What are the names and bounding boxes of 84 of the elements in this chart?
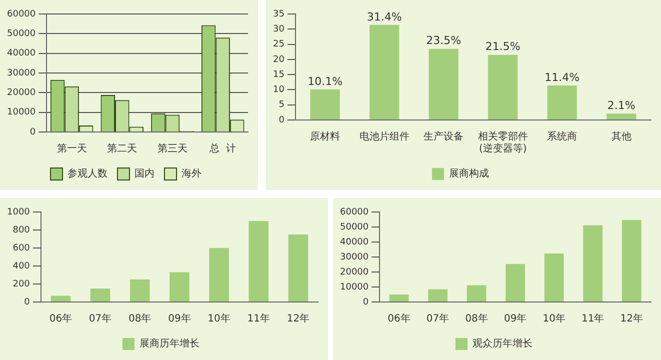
y-tick-label: 600 <box>12 243 30 254</box>
y-tick-label: 20 <box>273 54 285 65</box>
y-tick-label: 25 <box>273 40 284 50</box>
y-tick-label: 1000 <box>7 207 30 218</box>
x-tick-label: 08年 <box>128 312 152 325</box>
x-tick-label: 12年 <box>620 312 643 325</box>
x-tick-label: 第二天 <box>107 142 138 155</box>
x-tick-label: 06年 <box>388 312 410 325</box>
x-tick-label: 07年 <box>426 312 450 325</box>
y-tick-label: 40000 <box>340 237 369 248</box>
x-tick-label: 生产设备 <box>424 130 464 143</box>
y-tick-label: 60000 <box>340 207 369 218</box>
x-tick-label: 07年 <box>88 312 112 325</box>
y-tick-label: 0 <box>30 127 36 138</box>
y-tick-label: 40000 <box>6 48 36 59</box>
legend-label: 展商历年增长 <box>140 338 200 350</box>
x-tick-label: 10年 <box>208 312 230 325</box>
x-tick-label: 08年 <box>465 312 488 325</box>
x-tick-label: 11年 <box>581 312 604 325</box>
y-tick-label: 0 <box>278 115 285 126</box>
y-tick-label: 10000 <box>6 108 36 118</box>
x-tick-label: 原材料 <box>310 130 340 143</box>
data-label: 10.1% <box>308 74 343 88</box>
y-tick-label: 400 <box>12 261 30 272</box>
bar <box>606 114 636 120</box>
y-tick-label: 20000 <box>6 88 36 98</box>
y-tick-label: 30000 <box>6 68 36 78</box>
bar <box>488 54 518 120</box>
bar <box>583 225 603 302</box>
x-tick-label: 06年 <box>49 312 72 325</box>
bar <box>544 254 564 302</box>
x-tick-label: 09年 <box>504 312 527 325</box>
x-tick-label: 10年 <box>542 312 566 325</box>
x-tick-label: 系统商 <box>547 130 578 143</box>
data-label: 23.5% <box>426 34 462 48</box>
legend-label: 海外 <box>182 168 202 180</box>
bar <box>209 248 229 302</box>
legend-label: 观众历年增长 <box>472 338 532 350</box>
bar <box>622 220 642 302</box>
bar <box>428 289 448 302</box>
y-tick-label: 60000 <box>6 9 36 20</box>
y-tick-label: 30 <box>273 24 285 34</box>
bar <box>288 234 308 302</box>
y-tick-label: 0 <box>362 297 369 308</box>
y-tick-label: 10 <box>273 85 285 96</box>
data-label: 21.5% <box>485 40 520 54</box>
bar <box>370 24 400 120</box>
legend-label: 国内 <box>134 168 154 180</box>
x-tick-label: 总 计 <box>208 142 236 155</box>
y-tick-label: 5 <box>278 100 284 110</box>
x-tick-label: 12年 <box>286 312 310 325</box>
data-label: 2.1% <box>607 99 636 112</box>
bar <box>310 89 340 120</box>
x-tick-label: 其他 <box>611 130 632 143</box>
y-tick-label: 35 <box>273 9 284 20</box>
bar <box>506 264 526 302</box>
y-tick-label: 15 <box>273 70 284 80</box>
y-tick-label: 30000 <box>340 252 369 262</box>
bar <box>466 285 486 302</box>
y-tick-label: 10000 <box>340 282 369 292</box>
bar <box>130 280 150 302</box>
bar <box>90 288 110 302</box>
y-tick-label: 20000 <box>340 267 369 278</box>
data-label: 31.4% <box>366 10 402 24</box>
bar <box>428 48 458 120</box>
legend-label: 展商构成 <box>449 168 489 180</box>
bar <box>170 272 190 302</box>
legend-label: 参观人数 <box>68 168 108 180</box>
x-tick-label: 09年 <box>168 312 191 325</box>
bar <box>547 85 577 120</box>
data-label: 11.4% <box>544 70 580 84</box>
x-tick-label: 电池片组件 <box>359 130 410 143</box>
x-tick-label: 第三天 <box>157 142 188 155</box>
x-tick-label: 第一天 <box>56 142 87 155</box>
y-tick-label: 200 <box>12 279 30 290</box>
y-tick-label: 50000 <box>340 222 369 232</box>
bar <box>50 296 71 302</box>
bar <box>248 221 269 302</box>
x-tick-label: 11年 <box>247 312 270 325</box>
bar <box>389 294 409 302</box>
y-tick-label: 50000 <box>6 29 36 40</box>
x-tick-label: 相关零部件 (逆变器等) <box>478 130 528 155</box>
y-tick-label: 0 <box>24 297 30 308</box>
y-tick-label: 800 <box>12 225 30 236</box>
